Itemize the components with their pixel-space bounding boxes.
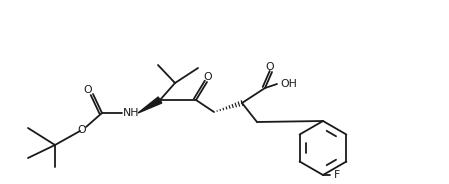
Text: O: O xyxy=(78,125,86,135)
Polygon shape xyxy=(138,97,162,113)
Text: NH: NH xyxy=(123,108,139,118)
Text: O: O xyxy=(266,62,274,72)
Text: F: F xyxy=(334,170,340,180)
Text: OH: OH xyxy=(281,79,297,89)
Text: O: O xyxy=(204,72,212,82)
Text: O: O xyxy=(84,85,92,95)
